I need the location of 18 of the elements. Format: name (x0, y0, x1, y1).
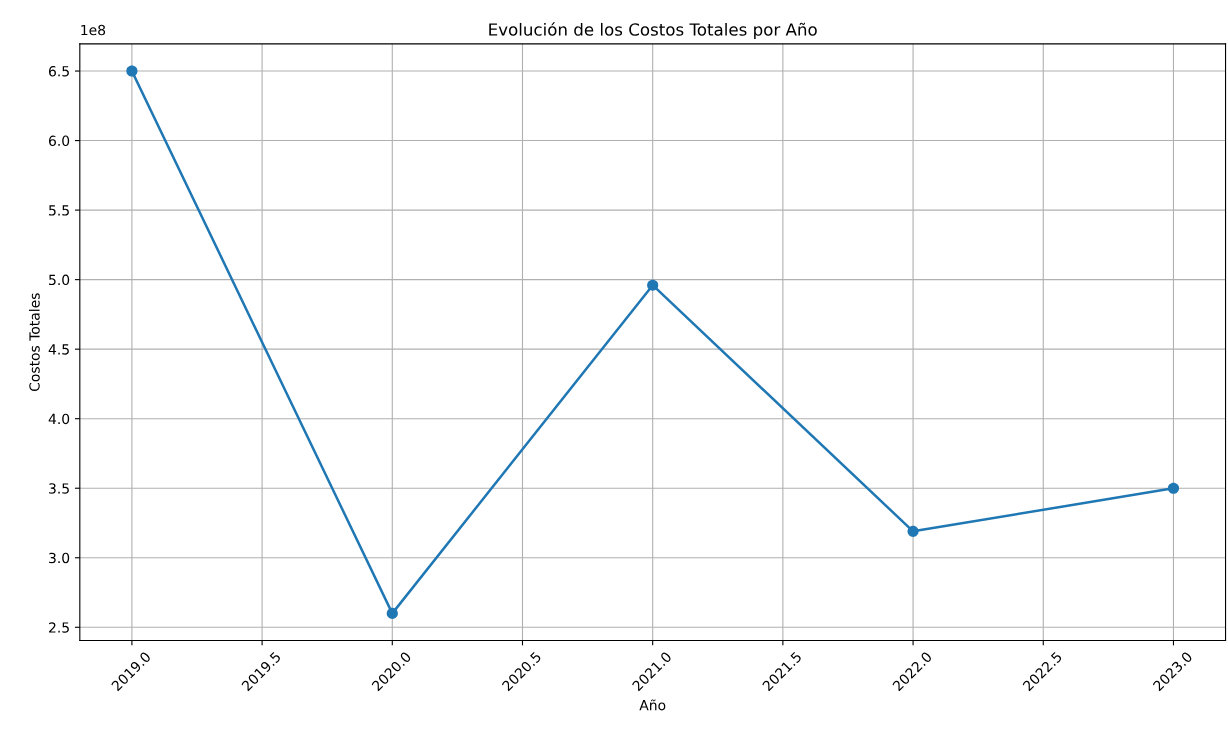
y-tick-label: 3.5 (49, 483, 69, 494)
y-tick-label: 5.5 (49, 205, 69, 216)
y-tick-label: 3.0 (49, 552, 70, 564)
point (386, 607, 398, 619)
x-axis-title: Año (639, 699, 666, 711)
point (647, 279, 659, 291)
y-tick-label: 2.5 (49, 622, 69, 633)
point (907, 525, 919, 537)
point (1167, 482, 1180, 494)
y-tick-label: 4.0 (48, 413, 70, 425)
y-axis-title: Costos Totales (29, 293, 40, 392)
y-tick-label: 6.0 (48, 135, 70, 147)
text: 1e8 (81, 24, 106, 36)
chart-title: Evolución de los Costos Totales por Año (489, 22, 817, 40)
point (126, 65, 138, 77)
y-tick-label: 4.5 (48, 344, 69, 355)
y-tick-label: 6.5 (48, 66, 69, 77)
y-tick-label: 5.0 (49, 274, 70, 286)
